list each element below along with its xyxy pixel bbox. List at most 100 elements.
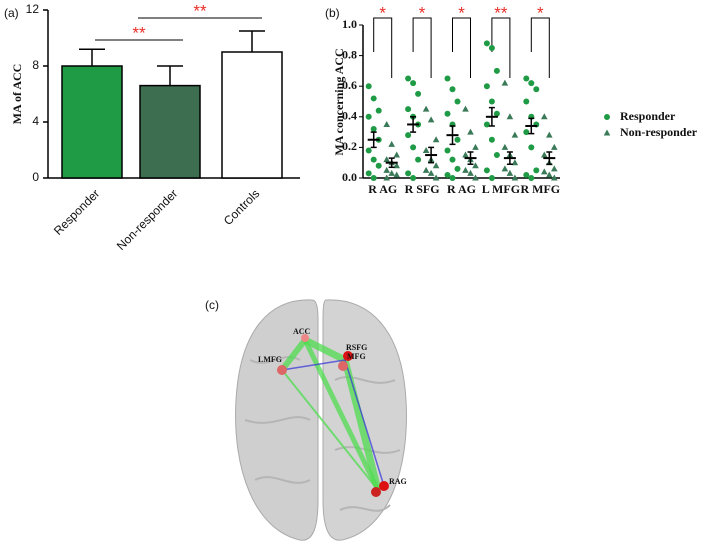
y-tick-label: 12 bbox=[26, 2, 40, 16]
data-point bbox=[432, 136, 440, 143]
data-point bbox=[444, 75, 451, 82]
data-point bbox=[483, 83, 490, 90]
data-point bbox=[488, 98, 495, 105]
significance-label: ** bbox=[494, 3, 508, 22]
x-tick-label: L MFG bbox=[482, 182, 520, 196]
data-point bbox=[462, 166, 469, 173]
data-point bbox=[488, 175, 495, 181]
significance-label: * bbox=[419, 3, 426, 22]
y-tick-label: 0.4 bbox=[342, 109, 357, 123]
x-tick-label: R MFG bbox=[520, 182, 560, 196]
data-point bbox=[383, 166, 390, 173]
data-point bbox=[528, 144, 535, 151]
data-point bbox=[375, 107, 382, 114]
data-point bbox=[405, 132, 412, 139]
data-point bbox=[501, 143, 509, 150]
significance-label: * bbox=[379, 3, 386, 22]
data-point bbox=[472, 162, 479, 169]
y-tick-label: 8 bbox=[32, 58, 39, 72]
significance-bracket bbox=[491, 17, 511, 78]
significance-bracket bbox=[452, 17, 471, 78]
x-tick-label: R SFG bbox=[405, 182, 440, 196]
data-point bbox=[449, 175, 456, 181]
data-point bbox=[488, 44, 495, 51]
node-label: RAG bbox=[389, 477, 407, 486]
data-point bbox=[415, 90, 422, 97]
data-point bbox=[506, 113, 514, 120]
data-point bbox=[454, 136, 461, 143]
x-tick-label: R AG bbox=[368, 182, 397, 196]
data-point bbox=[444, 147, 451, 154]
data-point bbox=[493, 152, 500, 159]
data-point bbox=[375, 162, 382, 169]
data-point bbox=[488, 136, 495, 143]
bar bbox=[221, 51, 283, 179]
data-point bbox=[383, 174, 390, 181]
data-point bbox=[410, 175, 417, 181]
data-point bbox=[462, 151, 469, 158]
data-point bbox=[551, 143, 558, 150]
node bbox=[301, 334, 309, 342]
data-point bbox=[449, 156, 456, 163]
data-point bbox=[511, 131, 519, 138]
significance-bracket bbox=[412, 17, 432, 78]
right-hemisphere bbox=[322, 299, 407, 541]
data-point bbox=[501, 79, 509, 86]
bar bbox=[139, 84, 201, 179]
data-point bbox=[410, 80, 417, 87]
data-point bbox=[533, 86, 540, 93]
node-label: MFG bbox=[347, 352, 366, 361]
data-point bbox=[551, 174, 558, 181]
significance-label: ** bbox=[132, 23, 146, 42]
node-label: LMFG bbox=[258, 355, 282, 364]
data-point bbox=[493, 67, 500, 74]
y-tick-label: 0 bbox=[32, 170, 39, 184]
data-point bbox=[546, 171, 553, 178]
data-point bbox=[546, 131, 553, 138]
legend-label: Non-responder bbox=[620, 125, 698, 139]
data-point bbox=[511, 174, 519, 181]
x-tick-label: Controls bbox=[221, 186, 262, 227]
y-axis-title: MA concerning ACC bbox=[332, 48, 346, 155]
data-point bbox=[528, 80, 535, 87]
data-point bbox=[541, 113, 548, 120]
data-point bbox=[383, 120, 390, 127]
data-point bbox=[444, 110, 451, 117]
node-label: ACC bbox=[293, 327, 311, 336]
data-point bbox=[427, 116, 435, 123]
legend-marker bbox=[604, 114, 610, 120]
data-point bbox=[370, 175, 377, 181]
data-point bbox=[388, 169, 395, 176]
data-point bbox=[427, 169, 435, 176]
gyri bbox=[244, 356, 401, 512]
data-point bbox=[467, 128, 474, 135]
data-point bbox=[501, 165, 509, 172]
data-point bbox=[483, 40, 490, 47]
data-point bbox=[422, 146, 430, 153]
data-point bbox=[370, 95, 377, 102]
data-point bbox=[483, 121, 490, 128]
y-tick-label: 0.6 bbox=[342, 78, 357, 92]
node bbox=[343, 351, 353, 361]
data-point bbox=[449, 86, 456, 93]
data-point bbox=[483, 167, 490, 174]
data-point bbox=[405, 106, 412, 113]
panel-label: (b) bbox=[325, 6, 340, 20]
edges bbox=[279, 336, 385, 492]
y-axis-title: MA of ACC bbox=[10, 64, 24, 125]
data-point bbox=[541, 151, 548, 158]
panel-label: (c) bbox=[205, 298, 219, 312]
data-point bbox=[415, 156, 422, 163]
y-tick-label: 4 bbox=[32, 114, 39, 128]
legend-label: Responder bbox=[620, 109, 676, 123]
data-point bbox=[528, 175, 535, 181]
data-point bbox=[506, 169, 514, 176]
significance-label: * bbox=[458, 3, 465, 22]
data-point bbox=[444, 171, 451, 178]
data-point bbox=[405, 170, 412, 177]
y-tick-label: 0.8 bbox=[342, 47, 357, 61]
data-point bbox=[493, 110, 500, 117]
data-point bbox=[472, 174, 479, 181]
data-point bbox=[370, 126, 377, 133]
